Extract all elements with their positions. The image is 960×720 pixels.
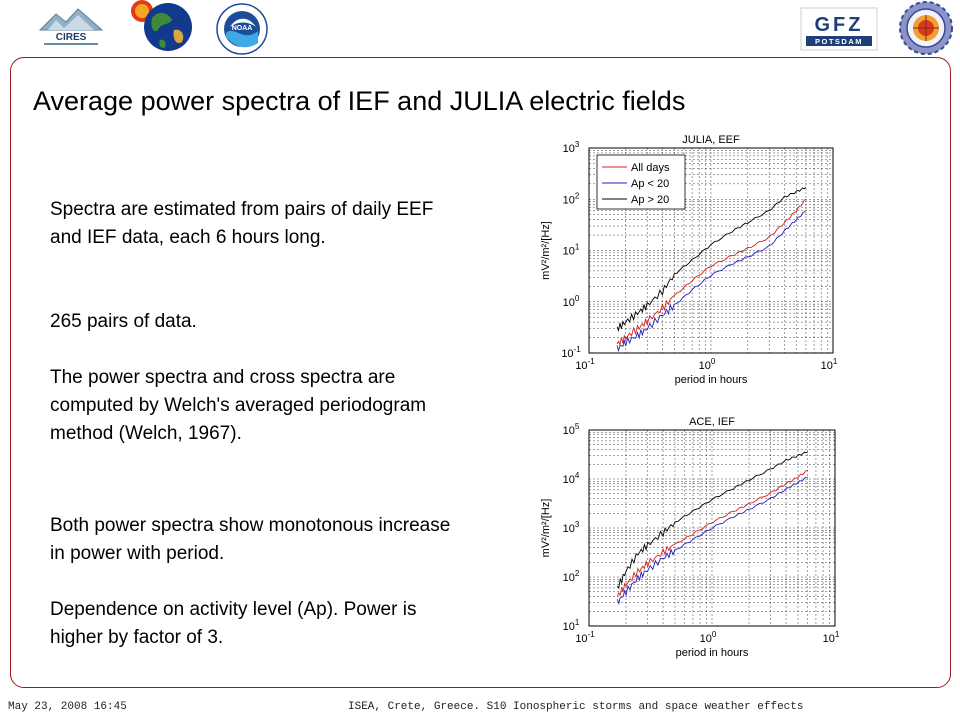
text-monotonous-increase: Both power spectra show monotonous incre… bbox=[50, 515, 451, 564]
gfz-potsdam-logo: GFZ POTSDAM bbox=[800, 7, 878, 51]
y-tick-label: 101 bbox=[563, 243, 580, 258]
series-line-ap-20 bbox=[616, 476, 808, 605]
y-axis-label: mV²/m²/[Hz] bbox=[540, 221, 552, 280]
y-tick-label: 100 bbox=[563, 294, 580, 309]
plot-area-border bbox=[588, 429, 836, 627]
text-welch-method: The power spectra and cross spectra are … bbox=[50, 367, 427, 444]
x-axis-label: period in hours bbox=[676, 647, 749, 659]
x-axis-label: period in hours bbox=[675, 374, 748, 386]
y-axis-label: mV²/m²/[Hz] bbox=[540, 499, 552, 558]
text-spectra-estimation: Spectra are estimated from pairs of dail… bbox=[50, 199, 434, 248]
institute-gear-logo bbox=[899, 1, 953, 55]
y-tick-label: 102 bbox=[563, 191, 580, 206]
y-tick-label: 105 bbox=[563, 422, 580, 437]
slide-title: Average power spectra of IEF and JULIA e… bbox=[33, 86, 686, 116]
text-activity-dependence: Dependence on activity level (Ap). Power… bbox=[50, 599, 417, 648]
y-tick-label: 103 bbox=[563, 520, 580, 535]
x-tick-label: 100 bbox=[700, 630, 717, 645]
series-line-all-days bbox=[616, 198, 807, 347]
noaa-logo: NOAA bbox=[216, 3, 268, 55]
legend-entry: All days bbox=[631, 162, 670, 174]
earth-globe-logo bbox=[131, 0, 192, 51]
chart-grid bbox=[589, 430, 835, 626]
y-tick-label: 104 bbox=[563, 471, 580, 486]
y-tick-label: 102 bbox=[563, 569, 580, 584]
y-tick-label: 10-1 bbox=[561, 345, 581, 360]
chart-ace-ief: ACE, IEF 10-1 100 101 101 102 103 104 105 period … bbox=[540, 416, 840, 659]
series-line-ap-20 bbox=[616, 451, 808, 590]
series-line-ap-20 bbox=[616, 210, 807, 353]
y-tick-label: 101 bbox=[563, 618, 580, 633]
footer-date: May 23, 2008 16:45 bbox=[8, 701, 127, 713]
slide-frame bbox=[10, 57, 951, 688]
x-tick-label: 101 bbox=[821, 357, 838, 372]
x-tick-label: 101 bbox=[823, 630, 840, 645]
legend-entry: Ap > 20 bbox=[631, 194, 669, 206]
y-tick-label: 103 bbox=[563, 140, 580, 155]
plot-area-border bbox=[588, 147, 834, 354]
series-line-ap-20 bbox=[616, 187, 807, 333]
noaa-logo-text: NOAA bbox=[232, 25, 253, 32]
text-pairs-count: 265 pairs of data. bbox=[50, 311, 197, 332]
footer-conference: ISEA, Crete, Greece. S10 Ionospheric sto… bbox=[348, 701, 804, 713]
series-line-all-days bbox=[616, 469, 808, 597]
chart-grid bbox=[589, 148, 833, 353]
chart-legend: All days Ap < 20 Ap > 20 bbox=[596, 154, 686, 210]
gfz-logo-text: GFZ bbox=[815, 14, 864, 36]
x-tick-label: 10-1 bbox=[575, 357, 595, 372]
x-tick-label: 10-1 bbox=[575, 630, 595, 645]
chart-julia-eef: JULIA, EEF 10-1 100 101 10-1 100 101 102 103 peri… bbox=[540, 134, 838, 386]
chart-title: JULIA, EEF bbox=[682, 134, 740, 146]
x-tick-label: 100 bbox=[699, 357, 716, 372]
legend-box bbox=[596, 154, 686, 210]
legend-entry: Ap < 20 bbox=[631, 178, 669, 190]
chart-title: ACE, IEF bbox=[689, 416, 735, 428]
potsdam-logo-text: POTSDAM bbox=[815, 37, 863, 46]
cires-logo: CIRES bbox=[38, 8, 104, 45]
cires-logo-text: CIRES bbox=[56, 32, 87, 43]
